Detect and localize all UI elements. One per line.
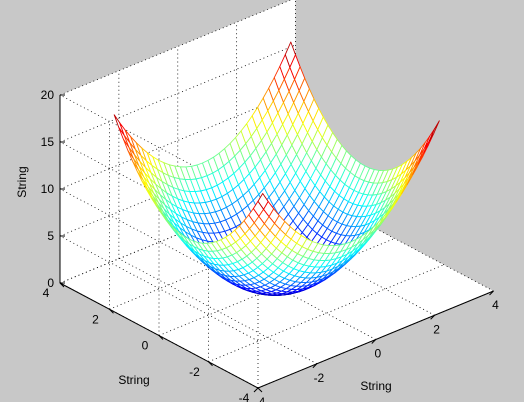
y-tick-label: 2 bbox=[92, 312, 99, 326]
x-tick-label: 2 bbox=[433, 322, 440, 336]
y-tick-label: -4 bbox=[239, 391, 250, 402]
z-tick-label: 10 bbox=[41, 182, 55, 196]
x-tick-mark bbox=[489, 290, 494, 296]
grid-line-z-left bbox=[59, 94, 259, 201]
x-tick-mark bbox=[312, 363, 318, 369]
grid-line-z-left bbox=[59, 188, 259, 295]
z-axis-label: String bbox=[15, 166, 29, 197]
x-tick-mark bbox=[430, 314, 435, 320]
x-tick-label: 0 bbox=[374, 347, 381, 361]
x-tick-label: -4 bbox=[255, 395, 266, 402]
surface-mesh bbox=[113, 41, 440, 296]
grid-line-z-right bbox=[59, 91, 296, 190]
x-tick-mark bbox=[371, 339, 377, 344]
z-tick-label: 15 bbox=[41, 135, 55, 149]
x-tick-label: 4 bbox=[492, 298, 499, 312]
z-tick-label: 0 bbox=[47, 276, 54, 290]
mesh-cell bbox=[428, 120, 440, 142]
y-tick-label: -2 bbox=[189, 365, 200, 379]
y-tick-label: 0 bbox=[142, 339, 149, 353]
x-axis-label: String bbox=[360, 379, 391, 393]
y-axis-label: String bbox=[118, 373, 149, 387]
grid-line-z-right bbox=[59, 44, 296, 143]
grid-line-y-floor bbox=[208, 264, 445, 363]
z-tick-label: 5 bbox=[47, 229, 54, 243]
z-tick-label: 20 bbox=[41, 88, 55, 102]
x-tick-mark bbox=[253, 387, 259, 393]
y-tick-label: 4 bbox=[43, 286, 50, 300]
grid-line-z-left bbox=[59, 235, 259, 342]
grid-line-x-floor bbox=[118, 258, 318, 365]
y-tick-mark bbox=[109, 308, 114, 314]
grid-line-z-right bbox=[59, 0, 292, 96]
grid-line-x-floor bbox=[295, 185, 494, 292]
y-tick-mark bbox=[208, 361, 213, 367]
y-tick-mark bbox=[158, 335, 164, 340]
y-tick-mark bbox=[257, 387, 263, 393]
x-tick-label: -2 bbox=[314, 371, 325, 385]
y-tick-mark bbox=[59, 282, 65, 288]
